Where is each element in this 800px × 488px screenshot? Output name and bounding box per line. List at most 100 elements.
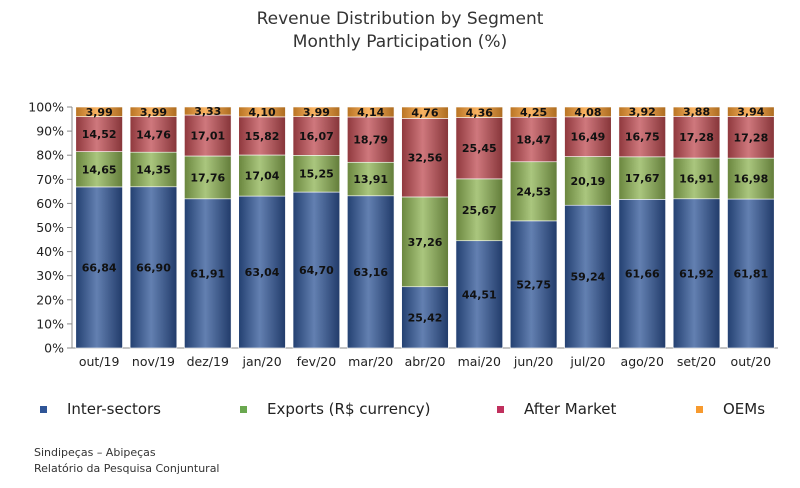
- legend-item-after-market: After Market: [497, 400, 616, 418]
- legend-item-exports: Exports (R$ currency): [240, 400, 430, 418]
- x-tick-label: abr/20: [405, 354, 446, 369]
- data-label: 61,81: [733, 268, 768, 281]
- bar-segment: [184, 155, 232, 200]
- bar-segment: [672, 198, 721, 349]
- bar-segment: [401, 196, 449, 288]
- data-label: 16,49: [571, 131, 606, 144]
- y-tick-label: 40%: [36, 244, 64, 259]
- y-tick-label: 60%: [36, 196, 64, 211]
- data-label: 61,66: [625, 268, 660, 281]
- x-tick-label: set/20: [677, 354, 716, 369]
- bar-segment: [292, 155, 341, 193]
- data-label: 44,51: [462, 288, 497, 301]
- data-label: 4,25: [520, 106, 547, 119]
- bar-segment: [564, 204, 612, 349]
- x-tick-label: mar/20: [348, 354, 393, 369]
- bar-segment: [184, 106, 232, 116]
- bar-segment: [564, 106, 612, 118]
- data-label: 25,45: [462, 142, 497, 155]
- x-tick-label: nov/19: [132, 354, 175, 369]
- data-label: 4,76: [411, 107, 438, 120]
- legend-label: Exports (R$ currency): [267, 400, 431, 418]
- legend-item-inter-sectors: Inter-sectors: [40, 400, 161, 418]
- y-tick-label: 100%: [28, 100, 64, 115]
- data-label: 15,82: [245, 130, 280, 143]
- data-label: 14,76: [136, 128, 171, 141]
- x-tick-label: jan/20: [241, 354, 281, 369]
- bar-segment: [401, 106, 449, 119]
- bar-segment: [509, 106, 558, 118]
- data-label: 17,28: [733, 131, 768, 144]
- data-label: 16,91: [679, 172, 714, 185]
- data-label: 59,24: [571, 271, 606, 284]
- bar-segment: [238, 195, 286, 349]
- data-label: 4,10: [249, 106, 276, 119]
- x-tick-label: out/20: [731, 354, 772, 369]
- chart-legend: Inter-sectors Exports (R$ currency) Afte…: [0, 400, 800, 422]
- bar-segment: [292, 191, 341, 349]
- data-label: 18,47: [516, 133, 551, 146]
- legend-label: After Market: [524, 400, 617, 418]
- data-label: 14,65: [82, 163, 117, 176]
- chart-title: Revenue Distribution by Segment: [256, 9, 544, 29]
- data-label: 3,33: [194, 105, 221, 118]
- data-label: 63,04: [245, 266, 280, 279]
- y-tick-label: 50%: [36, 220, 64, 235]
- y-tick-label: 90%: [36, 124, 64, 139]
- y-tick-label: 10%: [36, 316, 64, 331]
- stacked-bar-chart: 0% 10% 20% 30% 40% 50% 60% 70% 80% 90% 100% 66,84 14…: [28, 100, 778, 369]
- data-label: 24,53: [516, 185, 551, 198]
- bar-segment: [618, 199, 666, 349]
- data-label: 17,67: [625, 172, 660, 185]
- data-label: 16,98: [733, 173, 768, 186]
- bar-segment: [509, 220, 558, 349]
- data-label: 17,04: [245, 170, 280, 183]
- bar-segment: [347, 161, 395, 197]
- data-label: 32,56: [408, 152, 443, 165]
- x-tick-label: fev/20: [297, 354, 337, 369]
- data-label: 13,91: [353, 173, 388, 186]
- bar-segment: [727, 106, 775, 117]
- bar-segment: [75, 186, 123, 349]
- legend-item-oems: OEMs: [696, 400, 765, 418]
- bar-segment: [347, 195, 395, 349]
- bar-segment: [727, 198, 775, 349]
- data-label: 63,16: [353, 266, 388, 279]
- bar-segment: [401, 286, 449, 349]
- data-label: 15,25: [299, 168, 334, 181]
- data-label: 17,28: [679, 131, 714, 144]
- data-label: 16,75: [625, 131, 660, 144]
- legend-label: Inter-sectors: [67, 400, 161, 418]
- data-label: 66,90: [136, 261, 171, 274]
- chart-subtitle: Monthly Participation (%): [292, 32, 508, 52]
- data-label: 52,75: [516, 278, 551, 291]
- data-label: 3,88: [683, 106, 710, 119]
- data-label: 3,92: [629, 106, 656, 119]
- bar-segment: [727, 157, 775, 200]
- data-label: 64,70: [299, 264, 334, 277]
- data-label: 37,26: [408, 236, 443, 249]
- data-label: 17,01: [190, 129, 225, 142]
- bar-segment: [618, 156, 666, 200]
- data-label: 16,07: [299, 130, 334, 143]
- data-label: 61,92: [679, 267, 714, 280]
- data-label: 61,91: [190, 267, 225, 280]
- y-tick-label: 70%: [36, 172, 64, 187]
- y-tick-label: 20%: [36, 292, 64, 307]
- bar-segment: [347, 106, 395, 118]
- bar-segment: [618, 106, 666, 117]
- bar-segment: [455, 106, 503, 118]
- data-label: 3,99: [303, 106, 330, 119]
- bar-segment: [347, 116, 395, 163]
- data-label: 3,99: [140, 106, 167, 119]
- data-label: 66,84: [82, 261, 117, 274]
- data-label: 14,52: [82, 128, 117, 141]
- y-tick-label: 30%: [36, 268, 64, 283]
- x-tick-label: jun/20: [513, 354, 553, 369]
- bar-segment: [129, 186, 178, 349]
- data-label: 20,19: [571, 175, 606, 188]
- bar-segment: [238, 154, 286, 197]
- bar-segment: [129, 151, 178, 188]
- legend-marker: [497, 405, 504, 413]
- bar-segment: [672, 116, 721, 159]
